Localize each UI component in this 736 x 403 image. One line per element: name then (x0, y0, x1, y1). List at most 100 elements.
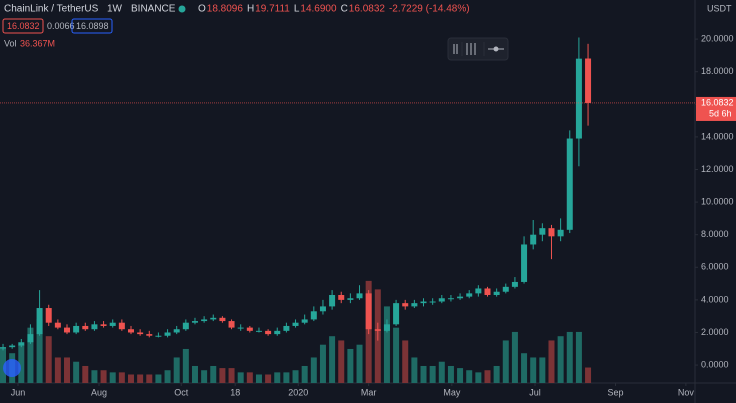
volume-bar (54, 357, 61, 383)
volume-bar (155, 374, 162, 383)
volume-bar (146, 374, 153, 383)
candle-body (484, 288, 491, 295)
candle-body (54, 322, 61, 328)
volume-bar (283, 372, 290, 383)
candle-body (402, 303, 409, 307)
candle-body (356, 293, 363, 299)
ohlc-value: 19.7111 (255, 4, 290, 15)
volume-value: 36.367M (20, 38, 55, 48)
candle-body (201, 319, 208, 322)
volume-bar (73, 361, 80, 383)
y-tick-label: 6.0000 (701, 262, 729, 272)
candle-body (429, 301, 436, 303)
volume-bar (548, 340, 555, 383)
candle-body (45, 308, 52, 323)
volume-bar (383, 306, 390, 383)
badge-spread: 0.0066 (47, 21, 75, 31)
toolbar-icons (453, 42, 504, 56)
ohlc-key: L (294, 4, 300, 15)
y-tick-label: 12.0000 (701, 164, 734, 174)
volume-bar (393, 327, 400, 383)
change: -2.7229 (-14.48%) (389, 4, 470, 15)
x-tick-label: Jun (11, 387, 26, 397)
volume-bar (109, 372, 116, 383)
candle-body (109, 322, 116, 326)
volume-bar (511, 331, 518, 383)
candle-body (319, 306, 326, 312)
candle-body (310, 311, 317, 320)
candle-body (374, 329, 381, 331)
candle-body (539, 228, 546, 235)
volume-bar (356, 344, 363, 383)
candle-body (219, 317, 226, 322)
volume-bar (402, 340, 409, 383)
volume-bar (36, 319, 43, 383)
volume-bar (484, 370, 491, 383)
volume-bar (539, 357, 546, 383)
badge-box (71, 18, 113, 34)
volume-bar (210, 365, 217, 383)
volume-bar (27, 327, 34, 383)
x-tick-label: Aug (91, 387, 107, 397)
candle-body (338, 294, 345, 300)
candle-body (210, 317, 217, 320)
volume-bar (466, 370, 473, 383)
y-tick-label: 20.0000 (701, 33, 734, 43)
volume-bar (566, 331, 573, 383)
volume-bar (127, 374, 134, 383)
y-tick-label: 14.0000 (701, 131, 734, 141)
volume-bar (338, 340, 345, 383)
status-dot (178, 5, 186, 13)
toolbar[interactable] (447, 37, 509, 61)
ohlc-key: H (247, 4, 254, 15)
volume-bar (0, 348, 7, 383)
candle-body (127, 329, 134, 333)
volume-bar (100, 370, 107, 383)
interval: 1W (107, 4, 123, 15)
volume-bar (319, 344, 326, 383)
candle-body (164, 332, 171, 336)
candle-body (9, 345, 16, 348)
plot-area (0, 37, 695, 383)
candle-body (548, 228, 555, 237)
candle-body (383, 324, 390, 331)
volume-bar (118, 372, 125, 383)
y-tick-label: 8.0000 (701, 229, 729, 239)
volume-bar (585, 367, 592, 383)
volume-bar (228, 368, 235, 383)
volume-bar (191, 365, 198, 383)
candle-body (0, 347, 7, 349)
candle-body (100, 324, 107, 326)
volume-bar (265, 374, 272, 383)
candle-body (237, 327, 244, 329)
candle-body (73, 325, 80, 333)
ohlc-value: 14.6900 (300, 4, 337, 15)
volume-label: Vol (4, 38, 17, 48)
volume-bar (255, 374, 262, 383)
volume-bar (447, 365, 454, 383)
volume-bar (173, 357, 180, 383)
logo[interactable] (3, 359, 21, 377)
candle-body (575, 58, 582, 139)
volume-bar (201, 370, 208, 383)
ohlc-value: 16.0832 (349, 4, 386, 15)
candle-body (566, 138, 573, 230)
candle-body (347, 298, 354, 300)
price-tag (696, 96, 736, 121)
price-tag-value: 16.0832 (701, 97, 734, 107)
volume-bar (246, 372, 253, 383)
volume-bar (493, 365, 500, 383)
candle-body (18, 342, 25, 346)
candle-body (182, 322, 189, 330)
candle-body (155, 335, 162, 337)
ohlc-key: C (341, 4, 348, 15)
ohlc-key: O (198, 4, 206, 15)
candle-body (64, 327, 71, 333)
candle-body (457, 296, 464, 299)
volume-bar (91, 370, 98, 383)
candle-body (521, 244, 528, 282)
candle-body (173, 329, 180, 333)
volume-bar (237, 372, 244, 383)
badge-bid: 16.0832 (7, 21, 40, 31)
volume-bar (274, 372, 281, 383)
